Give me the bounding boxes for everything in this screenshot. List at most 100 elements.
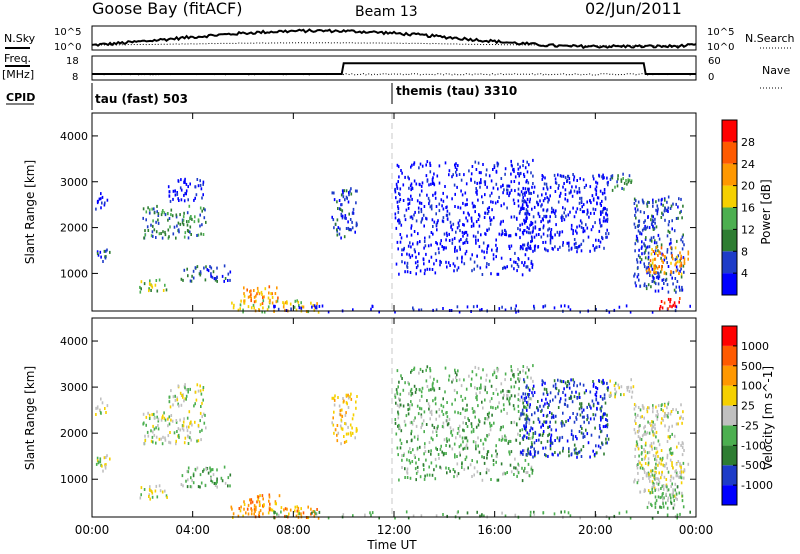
scatter-cell [419, 399, 421, 402]
scatter-cell [338, 412, 341, 416]
scatter-cell [519, 441, 521, 445]
y-tick-label: 4000 [60, 130, 88, 143]
scatter-cell [655, 466, 657, 470]
scatter-cell [182, 395, 184, 399]
scatter-cell [432, 430, 434, 434]
scatter-cell [658, 471, 660, 475]
scatter-cell [200, 392, 203, 396]
scatter-cell [667, 470, 670, 474]
scatter-cell [681, 247, 684, 251]
scatter-cell [261, 494, 264, 498]
scatter-cell [477, 218, 480, 221]
scatter-cell [497, 405, 499, 409]
scatter-cell [448, 444, 451, 448]
scatter-cell [179, 213, 181, 217]
scatter-cell [651, 504, 653, 508]
scatter-cell [409, 389, 412, 393]
scatter-cell [527, 187, 529, 191]
scatter-cell [579, 208, 582, 211]
scatter-cell [407, 450, 410, 454]
scatter-cell [529, 429, 531, 433]
scatter-cell [432, 438, 434, 442]
scatter-cell [567, 418, 570, 422]
scatter-cell [546, 391, 548, 395]
scatter-cell [399, 398, 401, 402]
scatter-cell [588, 215, 590, 219]
scatter-cell [151, 285, 154, 289]
scatter-cell [442, 421, 445, 425]
scatter-cell [599, 189, 602, 193]
scatter-cell [418, 457, 420, 461]
scatter-cell [153, 207, 155, 211]
scatter-cell [147, 411, 149, 415]
scatter-cell [497, 162, 500, 166]
scatter-cell [562, 449, 564, 453]
scatter-cell [253, 295, 256, 299]
scatter-cell [669, 478, 672, 482]
scatter-cell [394, 190, 397, 194]
scatter-cell [640, 445, 643, 449]
scatter-cell [267, 511, 270, 515]
scatter-cell [307, 516, 310, 520]
scatter-cell [636, 481, 639, 485]
scatter-cell [177, 402, 179, 406]
scatter-cell [637, 229, 640, 233]
scatter-cell [651, 261, 654, 265]
scatter-cell [532, 387, 534, 391]
scatter-cell [562, 243, 564, 247]
scatter-cell [559, 245, 561, 249]
scatter-cell [506, 188, 508, 192]
scatter-cell [601, 199, 603, 203]
colorbar-swatch [722, 163, 737, 186]
scatter-cell [641, 404, 644, 408]
scatter-cell [202, 386, 205, 389]
scatter-cell [680, 473, 682, 477]
scatter-cell [519, 223, 521, 227]
scatter-cell [247, 512, 250, 516]
scatter-cell [663, 271, 666, 275]
scatter-cell [520, 412, 522, 416]
scatter-cell [452, 468, 455, 471]
scatter-cell [202, 193, 204, 197]
scatter-cell [606, 217, 609, 221]
scatter-cell [602, 397, 604, 401]
scatter-cell [352, 207, 355, 211]
scatter-cell [653, 486, 656, 490]
scatter-cell [524, 417, 526, 421]
scatter-cell [220, 476, 223, 480]
scatter-cell [173, 431, 176, 435]
scatter-cell [660, 458, 663, 462]
scatter-cell [451, 228, 454, 232]
scatter-cell [229, 278, 231, 282]
scatter-cell [456, 462, 459, 466]
scatter-cell [547, 200, 549, 204]
y-tick-label: 4000 [60, 335, 88, 348]
scatter-cell [564, 381, 567, 385]
scatter-cell [189, 422, 191, 426]
scatter-cell [559, 379, 562, 383]
scatter-cell [582, 178, 585, 182]
scatter-cell [606, 219, 609, 223]
scatter-cell [666, 506, 669, 510]
scatter-cell [468, 213, 470, 217]
scatter-cell [485, 373, 488, 377]
scatter-cell [670, 204, 673, 208]
scatter-cell [258, 511, 261, 515]
power-ylabel: Slant Range [km] [23, 160, 37, 264]
scatter-cell [282, 301, 284, 305]
scatter-cell [448, 169, 451, 173]
scatter-cell [537, 451, 539, 455]
scatter-cell [156, 410, 158, 414]
scatter-cell [181, 218, 184, 222]
scatter-cell [516, 468, 519, 472]
scatter-cell [478, 181, 481, 185]
scatter-cell [582, 435, 584, 439]
scatter-cell [488, 468, 490, 472]
scatter-cell [160, 418, 163, 422]
scatter-cell [454, 264, 456, 268]
scatter-cell [488, 227, 490, 231]
scatter-cell [654, 495, 657, 499]
scatter-cell [569, 210, 571, 214]
scatter-cell [523, 434, 525, 438]
scatter-cell [670, 501, 673, 505]
